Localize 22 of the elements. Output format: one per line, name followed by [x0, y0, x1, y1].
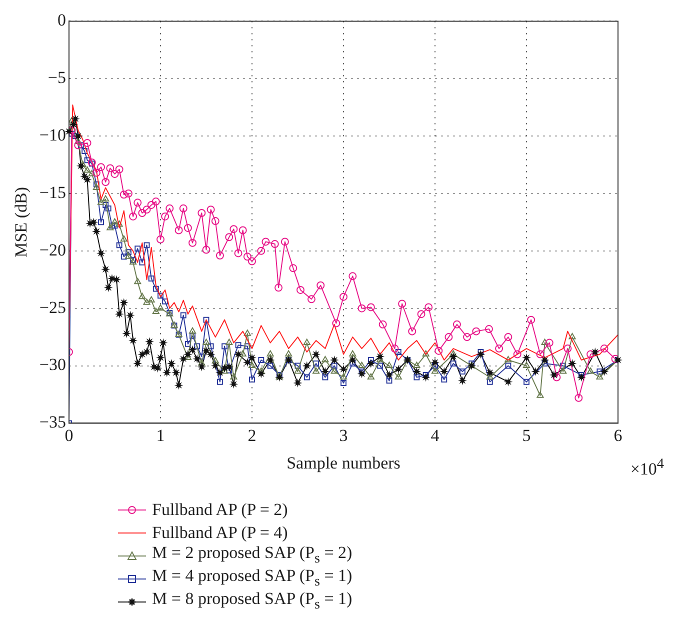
legend-label: M = 2 proposed SAP (P$_{s}$ = 2): [152, 543, 352, 568]
legend-label: M = 8 proposed SAP (P$_{s}$ = 1): [152, 589, 352, 614]
x-tick-label: 5: [522, 426, 531, 445]
y-tick-label: −20: [39, 240, 66, 260]
y-tick-label: −10: [39, 126, 66, 145]
y-tick-label: −25: [39, 298, 66, 317]
x-tick-label: 6: [614, 426, 622, 445]
y-tick-label: −35: [39, 412, 66, 432]
y-tick-label: 0: [57, 10, 66, 30]
legend-label: M = 4 proposed SAP (P$_{s}$ = 1): [152, 566, 352, 591]
legend-label: Fullband AP (P = 4): [152, 522, 288, 542]
x-axis-title: Sample numbers: [286, 453, 400, 472]
legend-label: Fullband AP (P = 2): [152, 500, 288, 520]
x-tick-label: 3: [339, 426, 348, 445]
text: ×10$^{4}$: [630, 456, 664, 480]
y-axis-title: MSE (dB): [12, 187, 31, 258]
y-tick-label: −5: [48, 68, 66, 88]
y-tick-label: −15: [39, 182, 66, 202]
x-tick-label: 4: [430, 426, 440, 445]
x-tick-label: 2: [248, 426, 256, 445]
x-tick-label: 1: [156, 426, 165, 445]
y-tick-label: −30: [39, 355, 66, 374]
